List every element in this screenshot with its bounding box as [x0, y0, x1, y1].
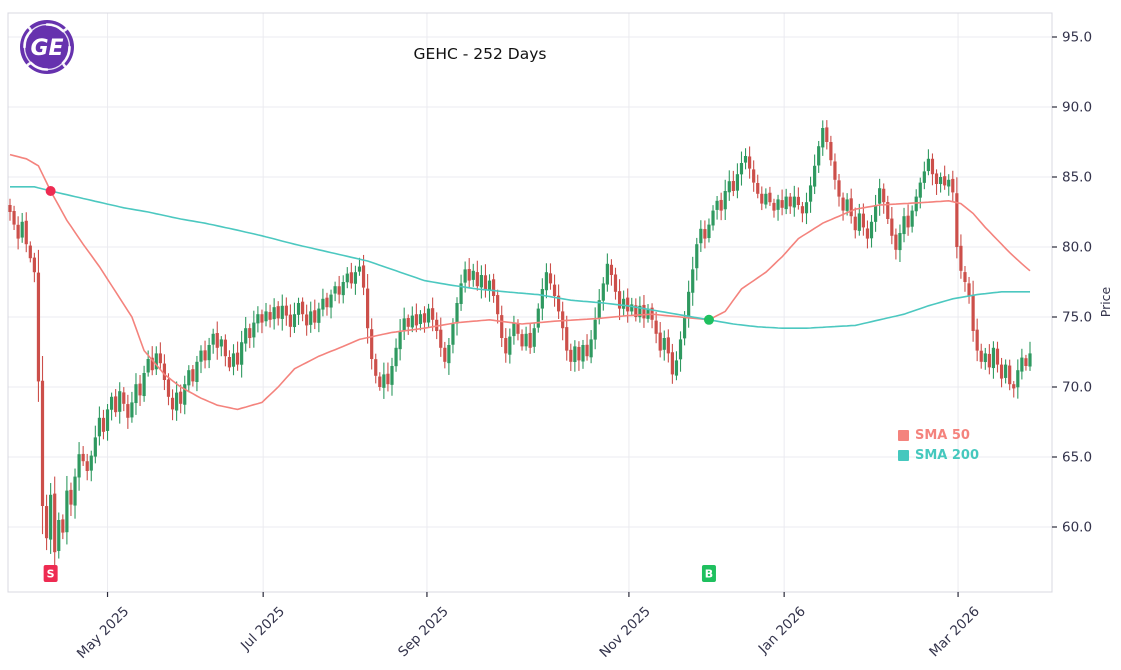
- svg-text:80.0: 80.0: [1062, 240, 1092, 256]
- svg-text:60.0: 60.0: [1062, 520, 1092, 536]
- legend-row-sma50: SMA 50: [898, 425, 979, 445]
- ge-logo-mark: GE: [20, 20, 74, 74]
- svg-text:May 2025: May 2025: [74, 604, 132, 662]
- svg-text:70.0: 70.0: [1062, 380, 1092, 396]
- sma50-swatch-icon: [898, 429, 909, 441]
- sma50-line: [9, 153, 1031, 411]
- sma200-swatch-icon: [898, 449, 909, 461]
- x-axis: May 2025 Jul 2025 Sep 2025 Nov 2025 Jan 2026…: [74, 592, 983, 662]
- sma200-legend-label: SMA 200: [915, 447, 980, 463]
- buy-cross-dot: [703, 314, 714, 325]
- svg-text:Sep 2025: Sep 2025: [395, 604, 452, 661]
- sell-marker: S: [43, 565, 58, 582]
- svg-text:65.0: 65.0: [1062, 450, 1092, 466]
- svg-text:Jul 2025: Jul 2025: [237, 604, 288, 655]
- y-axis: 60.0 65.0 70.0 75.0 80.0 85.0 90.0 95.0: [1052, 30, 1092, 536]
- gridlines: [8, 13, 1052, 592]
- svg-text:B: B: [705, 568, 713, 581]
- y-axis-title: Price: [1098, 286, 1113, 317]
- buy-marker: B: [701, 565, 716, 582]
- svg-text:85.0: 85.0: [1062, 170, 1092, 186]
- plot-border: [7, 12, 1053, 593]
- svg-text:90.0: 90.0: [1062, 100, 1092, 116]
- candles: [8, 120, 1032, 567]
- sma200-line: [10, 186, 1030, 330]
- svg-text:Mar 2026: Mar 2026: [926, 604, 983, 661]
- sma50-legend-label: SMA 50: [915, 427, 970, 443]
- svg-text:95.0: 95.0: [1062, 30, 1092, 46]
- svg-text:Jan 2026: Jan 2026: [755, 604, 809, 658]
- svg-text:75.0: 75.0: [1062, 310, 1092, 326]
- chart-title: GEHC - 252 Days: [413, 45, 547, 63]
- sell-cross-dot: [45, 186, 56, 196]
- svg-text:Nov 2025: Nov 2025: [596, 604, 653, 661]
- ge-logo: GE: [18, 18, 76, 76]
- legend-row-sma200: SMA 200: [898, 445, 979, 465]
- svg-text:S: S: [47, 568, 55, 581]
- ge-monogram: GE: [30, 36, 63, 61]
- sma-legend: SMA 50 SMA 200: [898, 425, 979, 465]
